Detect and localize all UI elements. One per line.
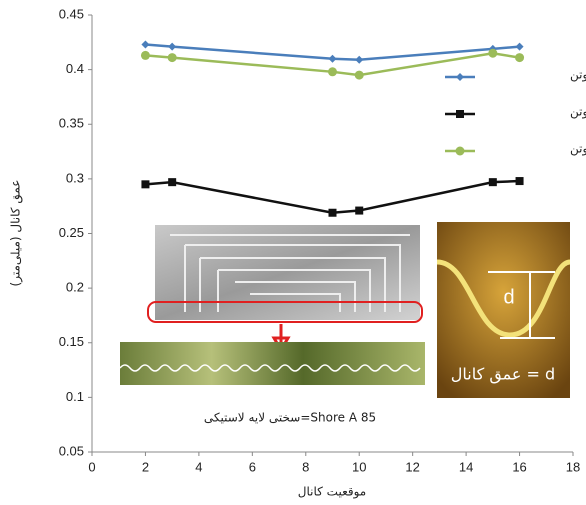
chart: d عمق کانال = d سختی لایه لاستیکی=Shore … <box>0 0 586 505</box>
marker <box>355 71 364 80</box>
marker <box>329 209 337 217</box>
legend-marker <box>456 73 464 81</box>
x-tick-label: 0 <box>88 459 95 474</box>
marker <box>168 53 177 62</box>
y-tick-label: 0.35 <box>59 116 84 131</box>
y-tick-label: 0.2 <box>66 280 84 295</box>
y-tick-label: 0.15 <box>59 334 84 349</box>
series-line <box>145 181 519 213</box>
annotation: d <box>503 286 514 308</box>
marker <box>516 177 524 185</box>
marker <box>488 49 497 58</box>
x-tick-label: 6 <box>249 459 256 474</box>
marker <box>329 55 337 63</box>
marker <box>328 67 337 76</box>
y-tick-label: 0.45 <box>59 6 84 21</box>
marker <box>515 53 524 62</box>
x-tick-label: 12 <box>405 459 419 474</box>
strip-image <box>120 342 425 385</box>
marker <box>516 43 524 51</box>
y-axis-label: عمق کانال (میلی‌متر) <box>9 180 24 287</box>
x-tick-label: 16 <box>512 459 526 474</box>
page: {"chart_data": {"type": "line", "x_label… <box>0 0 586 505</box>
x-tick-label: 18 <box>566 459 580 474</box>
x-tick-label: 14 <box>459 459 473 474</box>
plate-image <box>155 225 420 320</box>
x-tick-label: 4 <box>195 459 202 474</box>
x-tick-label: 8 <box>302 459 309 474</box>
x-axis-label: موقعیت کانال <box>298 485 366 500</box>
legend-label: ۸۰۰ کیلو نیوتن <box>570 105 586 120</box>
marker <box>355 56 363 64</box>
y-tick-label: 0.3 <box>66 170 84 185</box>
y-tick-label: 0.4 <box>66 61 84 76</box>
marker <box>489 178 497 186</box>
y-tick-label: 0.05 <box>59 443 84 458</box>
y-tick-label: 0.25 <box>59 225 84 240</box>
legend-marker <box>456 110 464 118</box>
annotation: سختی لایه لاستیکی=Shore A 85 <box>204 411 376 425</box>
legend-label: ۵۰۰ کیلو نیوتن <box>570 142 586 157</box>
legend-marker <box>456 147 465 156</box>
marker <box>355 207 363 215</box>
marker <box>141 51 150 60</box>
marker <box>168 178 176 186</box>
x-tick-label: 10 <box>352 459 366 474</box>
legend-label: ۱۰۰۰ کیلو نیوتن <box>570 68 586 83</box>
x-tick-label: 2 <box>142 459 149 474</box>
marker <box>168 43 176 51</box>
marker <box>141 40 149 48</box>
inset-images: d عمق کانال = d <box>120 222 570 398</box>
y-tick-label: 0.1 <box>66 389 84 404</box>
marker <box>141 180 149 188</box>
annotation: عمق کانال = d <box>451 365 555 385</box>
